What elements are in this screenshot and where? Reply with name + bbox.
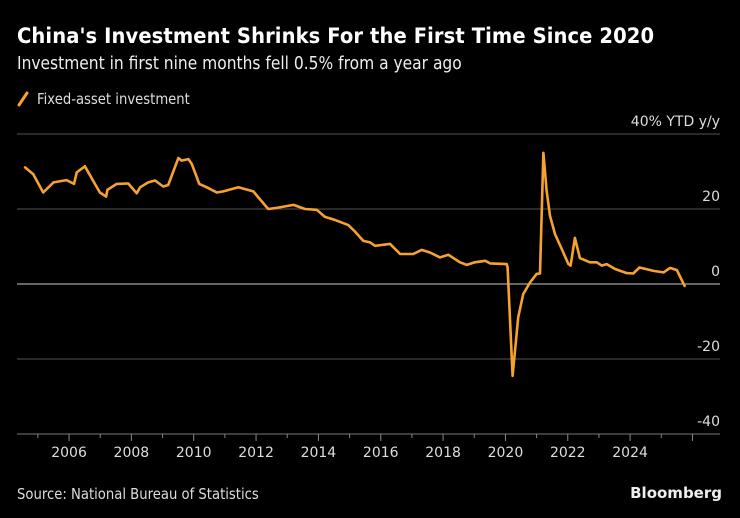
x-tick-label: 2014 [301, 445, 337, 461]
x-tick-label: 2006 [51, 445, 87, 461]
x-tick-label: 2020 [488, 445, 524, 461]
x-tick-label: 2016 [363, 445, 399, 461]
x-tick-label: 2012 [238, 445, 274, 461]
bloomberg-logo: Bloomberg [630, 484, 722, 502]
source-note: Source: National Bureau of Statistics [17, 485, 259, 503]
y-tick-label: 40% YTD y/y [631, 114, 720, 130]
x-tick-label: 2010 [176, 445, 212, 461]
chart-subtitle: Investment in first nine months fell 0.5… [17, 53, 462, 74]
y-tick-label: 20 [702, 189, 720, 205]
legend-label: Fixed-asset investment [37, 90, 190, 108]
x-tick-label: 2018 [425, 445, 461, 461]
legend: Fixed-asset investment [17, 90, 211, 108]
y-tick-label: -40 [697, 414, 720, 430]
x-tick-label: 2008 [114, 445, 150, 461]
y-tick-label: 0 [711, 264, 720, 280]
y-tick-label: -20 [697, 339, 720, 355]
chart-title: China's Investment Shrinks For the First… [17, 24, 655, 48]
x-tick-label: 2024 [612, 445, 648, 461]
series-line-fixed-asset-investment [23, 151, 686, 378]
legend-line-icon [17, 91, 29, 107]
x-tick-label: 2022 [550, 445, 586, 461]
